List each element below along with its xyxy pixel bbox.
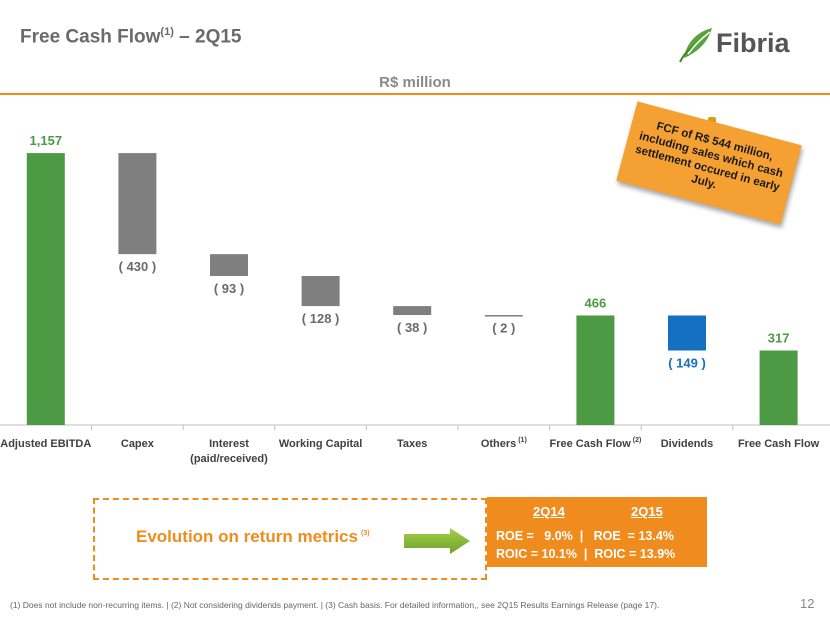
waterfall-chart: 1,157 ( 430 ) ( 93 ) ( 128 ) ( 38 ) ( 2 ) 466 (…: [0, 133, 830, 465]
data-label-2: ( 430 ): [119, 259, 157, 274]
metrics-header-2q14: 2Q14: [533, 504, 565, 519]
data-label-5: ( 38 ): [397, 320, 427, 335]
metrics-label: Evolution on return metrics (3): [136, 527, 370, 546]
brand-name: Fibria: [716, 28, 790, 58]
unit-label: R$ million: [379, 74, 451, 91]
bar-4: [301, 276, 340, 307]
x-tick-label-9: Free Cash Flow: [738, 438, 820, 450]
x-tick-label-3: Interest: [209, 438, 249, 450]
header-divider: [0, 93, 830, 95]
metrics-frame: [93, 498, 487, 580]
bar-6: [484, 315, 523, 317]
page-number: 12: [800, 596, 815, 611]
x-tick-label-2: Capex: [121, 438, 155, 450]
bar-1: [26, 153, 65, 426]
x-tick-label-3-line2: (paid/received): [190, 453, 268, 465]
bar-7: [576, 315, 615, 425]
data-label-7: 466: [585, 295, 607, 310]
x-tick-label-7: Free Cash Flow (2): [550, 437, 642, 450]
metrics-header-2q15: 2Q15: [631, 504, 663, 519]
metrics-row-roic: ROIC = 10.1% | ROIC = 13.9%: [496, 547, 676, 561]
fibria-logo: Fibria: [678, 24, 818, 64]
data-label-9: 317: [768, 331, 790, 346]
leaf-icon: [679, 28, 712, 63]
bar-2: [118, 153, 157, 255]
bar-3: [210, 254, 248, 277]
x-tick-label-6: Others (1): [481, 437, 527, 450]
x-tick-sup-7: (2): [631, 437, 642, 444]
data-label-1: 1,157: [30, 133, 63, 148]
x-tick-label-1: Adjusted EBITDA: [0, 438, 91, 450]
x-tick-label-8: Dividends: [661, 438, 714, 450]
footnote: (1) Does not include non-recurring items…: [10, 600, 660, 610]
page-title: Free Cash Flow(1) – 2Q15: [20, 26, 242, 48]
data-label-6: ( 2 ): [492, 320, 515, 335]
data-label-3: ( 93 ): [214, 281, 244, 296]
x-tick-label-5: Taxes: [397, 438, 427, 450]
return-metrics-box: 2Q14 2Q15 ROE = 9.0% | ROE = 13.4% ROIC …: [487, 497, 707, 567]
metrics-row-roe: ROE = 9.0% | ROE = 13.4%: [496, 529, 674, 543]
x-tick-sup-6: (1): [516, 437, 527, 444]
bar-8: [668, 315, 706, 351]
bar-9: [759, 350, 798, 425]
data-label-8: ( 149 ): [668, 356, 706, 371]
bar-5: [393, 306, 432, 316]
x-tick-label-4: Working Capital: [279, 438, 363, 450]
data-label-4: ( 128 ): [302, 311, 340, 326]
arrow-right-icon: [404, 528, 470, 554]
